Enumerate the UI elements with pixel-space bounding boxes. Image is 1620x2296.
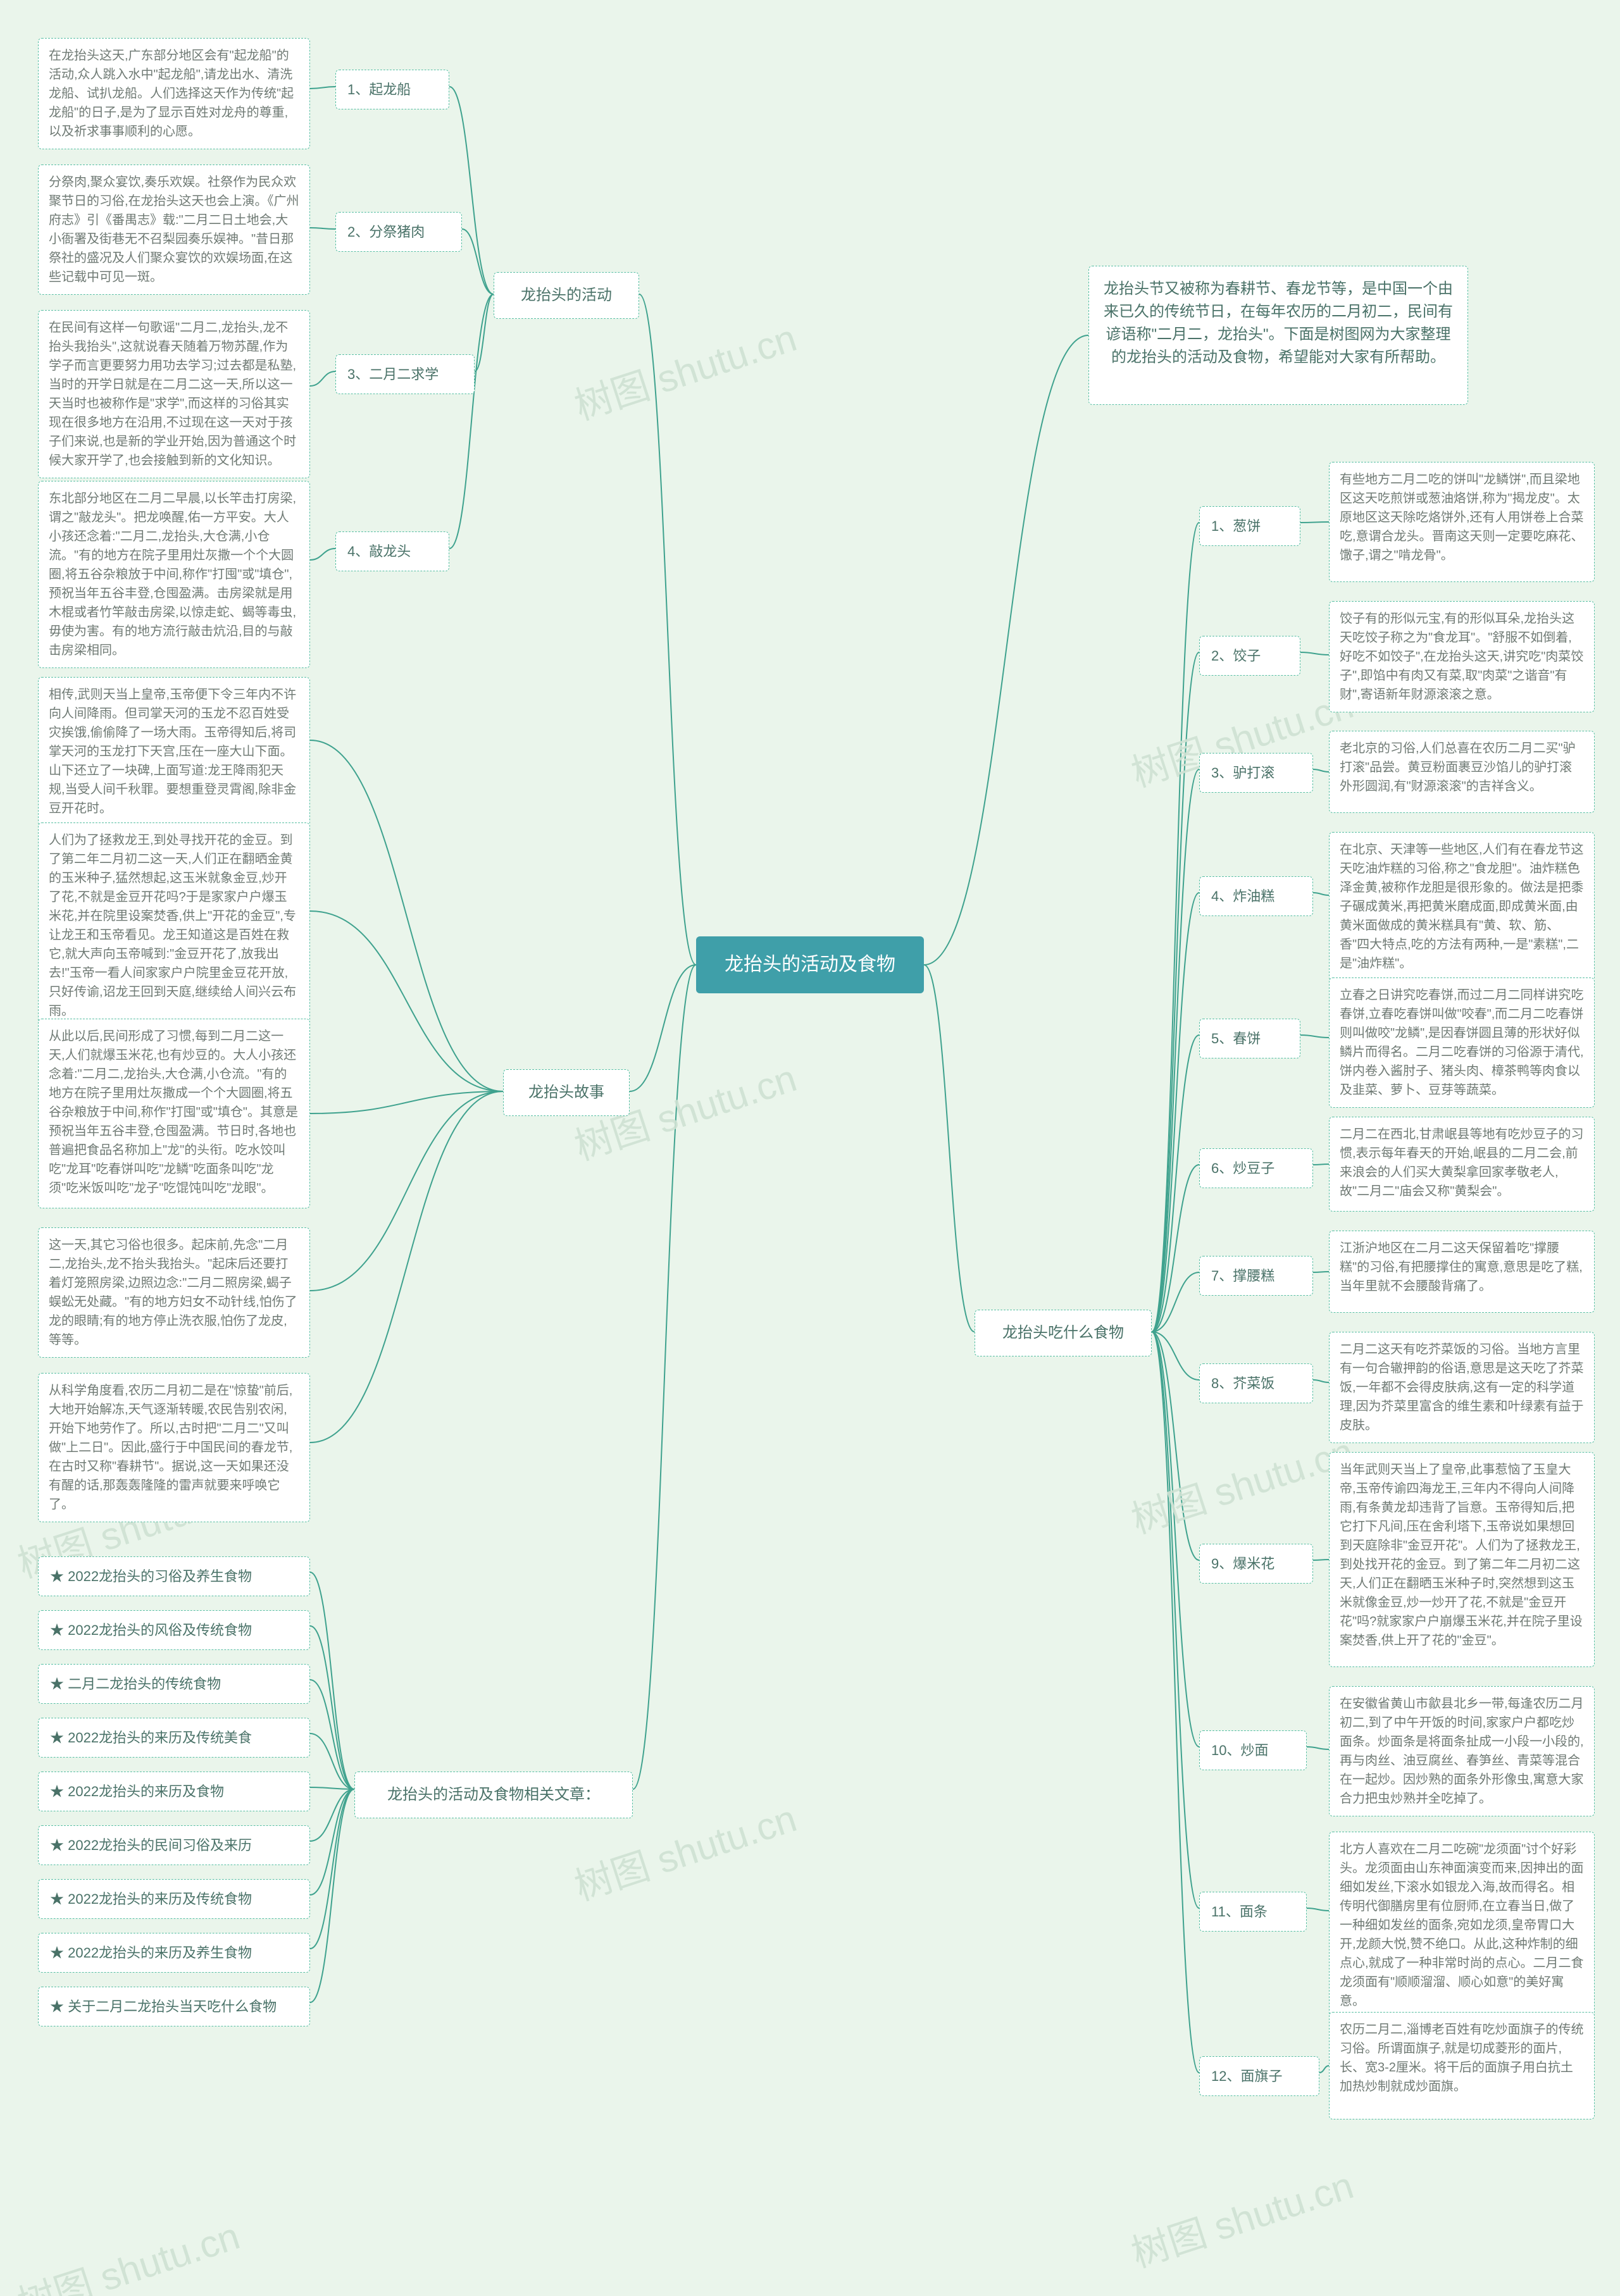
sub-f4: 4、炸油糕 — [1199, 876, 1313, 916]
leaf-f8d: 二月二这天有吃芥菜饭的习俗。当地方言里有一句合辙押韵的俗语,意思是这天吃了芥菜饭… — [1329, 1332, 1595, 1443]
sub-act1: 1、起龙船 — [335, 70, 449, 109]
branch-activities: 龙抬头的活动 — [494, 272, 639, 319]
sub-f6: 6、炒豆子 — [1199, 1148, 1313, 1188]
leaf-st2d: 人们为了拯救龙王,到处寻找开花的金豆。到了第二年二月初二这一天,人们正在翻晒金黄… — [38, 822, 310, 1029]
leaf-f9d: 当年武则天当上了皇帝,此事惹恼了玉皇大帝,玉帝传谕四海龙王,三年内不得向人间降雨… — [1329, 1452, 1595, 1667]
leaf-st1d: 相传,武则天当上皇帝,玉帝便下令三年内不许向人间降雨。但司掌天河的玉龙不忍百姓受… — [38, 677, 310, 826]
leaf-f10d: 在安徽省黄山市歙县北乡一带,每逢农历二月初二,到了中午开饭的时间,家家户户都吃炒… — [1329, 1686, 1595, 1816]
sub-f5: 5、春饼 — [1199, 1019, 1300, 1058]
sub-r7: ★ 2022龙抬头的来历及传统食物 — [38, 1879, 310, 1919]
sub-r4: ★ 2022龙抬头的来历及传统美食 — [38, 1718, 310, 1758]
leaf-act4d: 东北部分地区在二月二早晨,以长竿击打房梁,谓之"敲龙头"。把龙唤醒,佑一方平安。… — [38, 481, 310, 668]
watermark: 树图 shutu.cn — [1123, 2155, 1359, 2278]
sub-act3: 3、二月二求学 — [335, 354, 475, 394]
center-node: 龙抬头的活动及食物 — [696, 936, 924, 993]
branch-stories: 龙抬头故事 — [503, 1069, 630, 1116]
sub-f7: 7、撑腰糕 — [1199, 1256, 1313, 1296]
leaf-f12d: 农历二月二,淄博老百姓有吃炒面旗子的传统习俗。所谓面旗子,就是切成菱形的面片,长… — [1329, 2012, 1595, 2119]
leaf-f6d: 二月二在西北,甘肃岷县等地有吃炒豆子的习惯,表示每年春天的开始,岷县的二月二会,… — [1329, 1117, 1595, 1212]
leaf-f7d: 江浙沪地区在二月二这天保留着吃"撑腰糕"的习俗,有把腰撑住的寓意,意思是吃了糕,… — [1329, 1231, 1595, 1313]
sub-r6: ★ 2022龙抬头的民间习俗及来历 — [38, 1825, 310, 1865]
leaf-act1d: 在龙抬头这天,广东部分地区会有"起龙船"的活动,众人跳入水中"起龙船",请龙出水… — [38, 38, 310, 149]
sub-f3: 3、驴打滚 — [1199, 753, 1313, 793]
leaf-f1d: 有些地方二月二吃的饼叫"龙鳞饼",而且梁地区这天吃煎饼或葱油烙饼,称为"揭龙皮"… — [1329, 462, 1595, 582]
sub-f1: 1、葱饼 — [1199, 506, 1300, 546]
sub-f11: 11、面条 — [1199, 1892, 1307, 1932]
leaf-f3d: 老北京的习俗,人们总喜在农历二月二买"驴打滚"品尝。黄豆粉面裹豆沙馅儿的驴打滚外… — [1329, 731, 1595, 813]
sub-f10: 10、炒面 — [1199, 1730, 1307, 1770]
sub-act2: 2、分祭猪肉 — [335, 212, 462, 252]
sub-f8: 8、芥菜饭 — [1199, 1363, 1313, 1403]
sub-r1: ★ 2022龙抬头的习俗及养生食物 — [38, 1556, 310, 1596]
sub-f9: 9、爆米花 — [1199, 1544, 1313, 1584]
sub-r8: ★ 2022龙抬头的来历及养生食物 — [38, 1933, 310, 1973]
leaf-act2d: 分祭肉,聚众宴饮,奏乐欢娱。社祭作为民众欢聚节日的习俗,在龙抬头这天也会上演。《… — [38, 164, 310, 295]
sub-r3: ★ 二月二龙抬头的传统食物 — [38, 1664, 310, 1704]
sub-f12: 12、面旗子 — [1199, 2056, 1319, 2096]
sub-r5: ★ 2022龙抬头的来历及食物 — [38, 1772, 310, 1811]
branch-foods: 龙抬头吃什么食物 — [975, 1310, 1152, 1356]
leaf-act3d: 在民间有这样一句歌谣"二月二,龙抬头,龙不抬头我抬头",这就说春天随着万物苏醒,… — [38, 310, 310, 478]
mindmap-stage: 龙抬头的活动及食物树图 shutu.cn树图 shutu.cn树图 shutu.… — [0, 0, 1620, 2296]
leaf-f11d: 北方人喜欢在二月二吃碗"龙须面"讨个好彩头。龙须面由山东神面演变而来,因抻出的面… — [1329, 1832, 1595, 2019]
branch-intro: 龙抬头节又被称为春耕节、春龙节等，是中国一个由来已久的传统节日，在每年农历的二月… — [1088, 266, 1468, 405]
watermark: 树图 shutu.cn — [1123, 1421, 1359, 1544]
leaf-st3d: 从此以后,民间形成了习惯,每到二月二这一天,人们就爆玉米花,也有炒豆的。大人小孩… — [38, 1019, 310, 1208]
sub-r2: ★ 2022龙抬头的风俗及传统食物 — [38, 1610, 310, 1650]
watermark: 树图 shutu.cn — [9, 2206, 246, 2296]
leaf-st5d: 从科学角度看,农历二月初二是在"惊蛰"前后,大地开始解冻,天气逐渐转暖,农民告别… — [38, 1373, 310, 1522]
sub-act4: 4、敲龙头 — [335, 531, 449, 571]
leaf-f2d: 饺子有的形似元宝,有的形似耳朵,龙抬头这天吃饺子称之为"食龙耳"。"舒服不如倒着… — [1329, 601, 1595, 712]
watermark: 树图 shutu.cn — [566, 307, 802, 431]
leaf-f4d: 在北京、天津等一些地区,人们有在春龙节这天吃油炸糕的习俗,称之"食龙胆"。油炸糕… — [1329, 832, 1595, 981]
sub-r9: ★ 关于二月二龙抬头当天吃什么食物 — [38, 1987, 310, 2026]
branch-related: 龙抬头的活动及食物相关文章： — [354, 1772, 633, 1818]
leaf-st4d: 这一天,其它习俗也很多。起床前,先念"二月二,龙抬头,龙不抬头我抬头。"起床后还… — [38, 1227, 310, 1358]
leaf-f5d: 立春之日讲究吃春饼,而过二月二同样讲究吃春饼,立春吃春饼叫做"咬春",而二月二吃… — [1329, 977, 1595, 1108]
sub-f2: 2、饺子 — [1199, 636, 1300, 676]
